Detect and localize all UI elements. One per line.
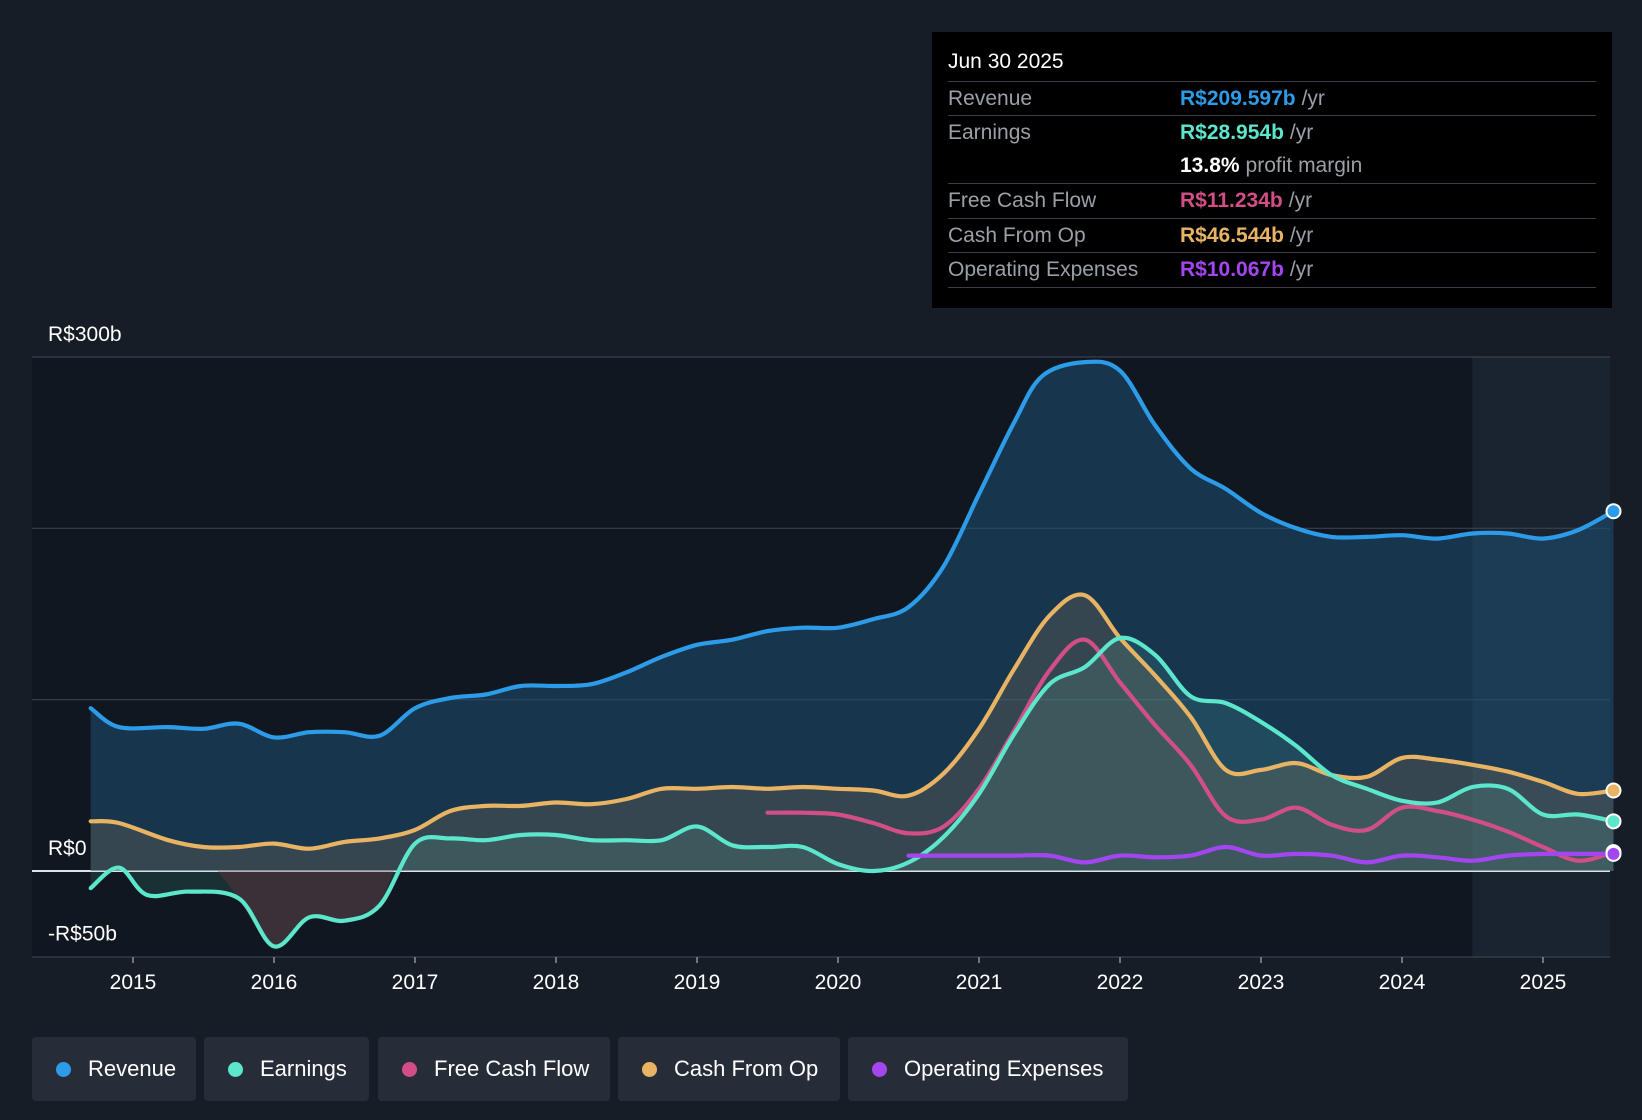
legend-item-operating-expenses[interactable]: Operating Expenses: [848, 1037, 1128, 1101]
tooltip-row-margin: 13.8% profit margin: [948, 149, 1596, 183]
negative-earnings-area: [217, 871, 394, 947]
series-endpoint-operating-expenses: [1605, 845, 1622, 862]
y-tick-label: R$0: [48, 837, 87, 860]
tooltip-row-revenue: Revenue R$209.597b/yr: [948, 81, 1596, 116]
y-tick-label: R$300b: [48, 323, 122, 346]
legend-label: Free Cash Flow: [434, 1056, 590, 1081]
series-endpoint-earnings: [1605, 813, 1622, 830]
series-endpoint-revenue: [1605, 503, 1622, 520]
legend-label: Cash From Op: [674, 1056, 819, 1081]
legend-label: Earnings: [260, 1056, 347, 1081]
series-line-earnings: [88, 635, 1616, 949]
x-tick-label: 2016: [251, 971, 298, 994]
tooltip-panel: Jun 30 2025 Revenue R$209.597b/yr Earnin…: [932, 32, 1612, 308]
series-area-cash-from-op: [90, 594, 1614, 871]
series-line-free-cash-flow: [765, 637, 1616, 863]
series-line-cash-from-op: [88, 592, 1616, 851]
tooltip-value: R$209.597b/yr: [1180, 87, 1325, 110]
legend-item-revenue[interactable]: Revenue: [32, 1037, 196, 1101]
x-tick-label: 2015: [110, 971, 157, 994]
legend-item-cash-from-op[interactable]: Cash From Op: [618, 1037, 840, 1101]
x-tick-label: 2020: [815, 971, 862, 994]
legend-label: Revenue: [88, 1056, 177, 1081]
series-area-revenue: [90, 361, 1614, 871]
x-tick-label: 2022: [1097, 971, 1144, 994]
legend-dot-icon: [642, 1062, 657, 1077]
x-tick-label: 2023: [1238, 971, 1285, 994]
x-tick-label: 2024: [1379, 971, 1426, 994]
x-tick-label: 2021: [956, 971, 1003, 994]
tooltip-value: R$10.067b/yr: [1180, 258, 1314, 281]
tooltip-row-opex: Operating Expenses R$10.067b/yr: [948, 252, 1596, 288]
tooltip-label: Earnings: [948, 121, 1031, 144]
x-tick-label: 2018: [533, 971, 580, 994]
x-tick-label: 2017: [392, 971, 439, 994]
tooltip-row-cfo: Cash From Op R$46.544b/yr: [948, 218, 1596, 253]
legend-dot-icon: [872, 1062, 887, 1077]
tooltip-label: Revenue: [948, 87, 1033, 110]
tooltip-value: R$28.954b/yr: [1180, 121, 1314, 144]
tooltip-date: Jun 30 2025: [948, 50, 1064, 73]
legend-item-free-cash-flow[interactable]: Free Cash Flow: [378, 1037, 610, 1101]
x-tick-label: 2025: [1520, 971, 1567, 994]
y-tick-label: -R$50b: [48, 923, 117, 946]
tooltip-value: R$11.234b/yr: [1180, 189, 1313, 212]
legend-dot-icon: [228, 1062, 243, 1077]
tooltip-row-fcf: Free Cash Flow R$11.234b/yr: [948, 183, 1596, 218]
series-area-earnings: [90, 637, 1614, 947]
tooltip-row-earnings: Earnings R$28.954b/yr: [948, 115, 1596, 150]
series-line-revenue: [88, 359, 1616, 740]
tooltip-label: Free Cash Flow: [948, 189, 1097, 212]
tooltip-value: R$46.544b/yr: [1180, 224, 1314, 247]
tooltip-value: 13.8% profit margin: [1180, 154, 1363, 177]
x-tick-label: 2019: [674, 971, 721, 994]
series-endpoint-cash-from-op: [1605, 782, 1622, 799]
legend-label: Operating Expenses: [904, 1056, 1104, 1081]
tooltip-label: Cash From Op: [948, 224, 1086, 247]
legend-dot-icon: [402, 1062, 417, 1077]
legend-item-earnings[interactable]: Earnings: [204, 1037, 369, 1101]
legend-dot-icon: [56, 1062, 71, 1077]
tooltip-label: Operating Expenses: [948, 258, 1139, 281]
series-line-operating-expenses: [906, 844, 1616, 865]
